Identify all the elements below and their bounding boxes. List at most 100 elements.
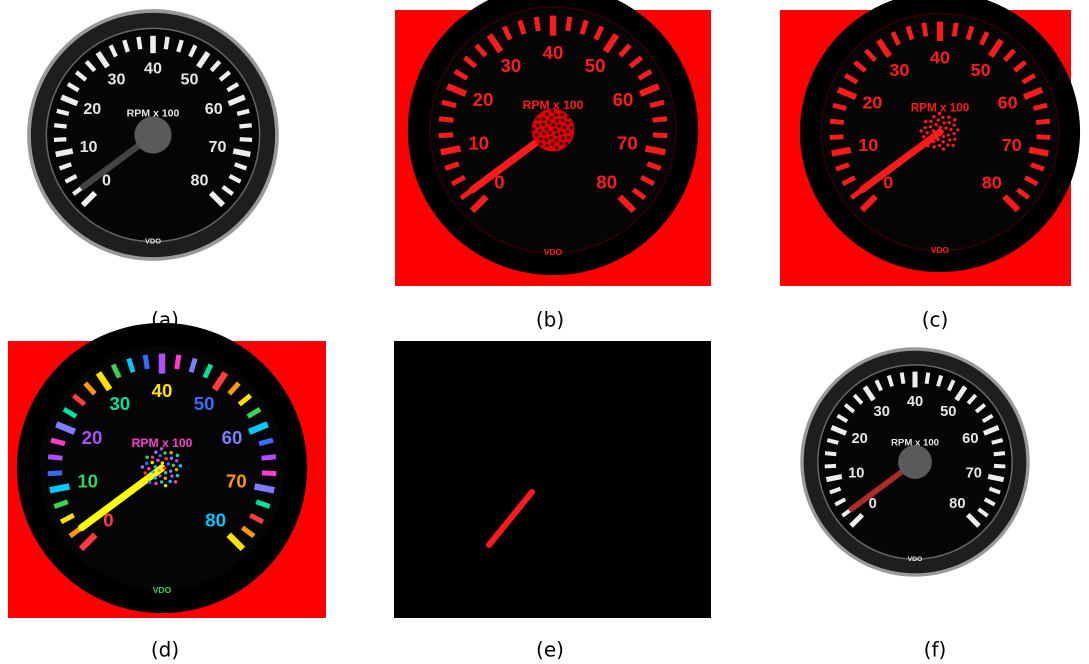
gauge-scale-label: 10	[858, 135, 878, 155]
gauge-tick	[1036, 137, 1050, 138]
hub-speck	[942, 147, 945, 150]
gauge-tick	[830, 137, 844, 138]
hub-speck	[927, 139, 930, 142]
hub-speck	[941, 130, 944, 133]
gauge-brand: VDO	[153, 585, 172, 595]
hub-speck	[561, 136, 564, 139]
gauge-scale-label: 70	[208, 138, 226, 156]
gauge-tick	[145, 355, 147, 369]
gauge-scale-label: 60	[205, 100, 223, 118]
hub-speck	[952, 132, 955, 135]
gauge-scale-label: 40	[152, 380, 173, 401]
gauge-tick	[825, 466, 836, 467]
gauge-scale-label: 60	[613, 89, 634, 110]
gauge-scale-label: 30	[874, 404, 890, 420]
gauge-brand: VDO	[908, 556, 923, 563]
hub-speck	[168, 480, 171, 483]
hub-speck	[148, 475, 151, 478]
hub-speck	[163, 466, 166, 469]
gauge-tick	[441, 148, 461, 152]
panel-e-bg	[394, 341, 711, 618]
hub-speck	[163, 451, 166, 454]
gauge-scale-label: 30	[108, 71, 126, 89]
hub-speck	[551, 109, 554, 112]
hub-speck	[926, 144, 929, 147]
gauge-tick	[830, 121, 844, 122]
gauge: 01020304050607080RPM x 100VDO	[29, 11, 277, 259]
hub-speck	[554, 113, 557, 116]
hub-speck	[924, 120, 927, 123]
panel-caption: (a)	[151, 308, 179, 332]
hub-speck	[156, 459, 159, 462]
panel-caption: (c)	[922, 308, 949, 332]
hub-speck	[175, 468, 178, 471]
hub-speck	[179, 464, 182, 467]
gauge: 01020304050607080RPM x 100VDO	[410, 0, 696, 273]
hub-speck	[953, 138, 956, 141]
gauge-scale-label: 50	[194, 393, 215, 414]
gauge-scale-label: 70	[966, 466, 982, 482]
hub-speck	[559, 142, 562, 145]
gauge-tick	[833, 105, 846, 108]
gauge-tick	[1036, 121, 1050, 122]
hub-speck	[151, 470, 154, 473]
hub-speck	[175, 459, 178, 462]
gauge-scale-label: 80	[191, 172, 209, 190]
hub-speck	[542, 123, 545, 126]
hub-speck	[535, 133, 538, 136]
gauge-scale-label: 70	[617, 133, 638, 154]
panel-caption: (d)	[151, 638, 179, 662]
gauge-tick	[54, 139, 66, 140]
gauge-tick	[262, 473, 276, 474]
hub-speck	[567, 116, 570, 119]
gauge-tick	[237, 111, 249, 114]
gauge-tick	[653, 119, 667, 120]
hub-speck	[566, 130, 569, 133]
hub-speck	[141, 465, 144, 468]
gauge-scale-label: 80	[596, 171, 617, 192]
hub-speck	[922, 135, 925, 138]
gauge-brand: VDO	[544, 247, 563, 257]
gauge-tick	[954, 23, 956, 37]
hub-speck	[160, 447, 163, 450]
hub-speck	[552, 123, 555, 126]
hub-speck	[948, 138, 951, 141]
gauge-scale-label: 20	[82, 427, 103, 448]
gauge-scale-label: 10	[80, 138, 98, 156]
hub-speck	[169, 451, 172, 454]
gauge-hub	[898, 445, 932, 479]
hub-speck	[169, 469, 172, 472]
hub-speck	[536, 118, 539, 121]
panel-caption: (b)	[536, 308, 564, 332]
hub-speck	[565, 142, 568, 145]
gauge-scale-label: 20	[862, 93, 882, 113]
gauge-hub	[134, 116, 171, 153]
hub-speck	[953, 118, 956, 121]
gauge-scale-label: 80	[982, 172, 1002, 192]
gauge-tick	[233, 151, 250, 154]
hub-speck	[148, 481, 151, 484]
hub-speck	[154, 465, 157, 468]
hub-speck	[550, 116, 553, 119]
gauge-tick	[177, 355, 179, 369]
gauge-scale-label: 20	[851, 431, 867, 447]
gauge-tick	[138, 37, 140, 49]
hub-speck	[947, 121, 950, 124]
hub-speck	[161, 461, 164, 464]
gauge-brand: VDO	[145, 237, 161, 246]
hub-speck	[170, 474, 173, 477]
gauge-tick	[832, 150, 851, 154]
hub-speck	[930, 134, 933, 137]
gauge-tick	[255, 486, 275, 490]
gauge-tick	[54, 125, 66, 126]
gauge-tick	[239, 125, 251, 126]
gauge-scale-label: 50	[940, 404, 956, 420]
panel-caption: (f)	[924, 638, 947, 662]
hub-speck	[560, 131, 563, 134]
hub-speck	[538, 129, 541, 132]
gauge: 01020304050607080RPM x 100VDO	[802, 349, 1028, 575]
gauge-tick	[1029, 150, 1048, 154]
gauge-scale-label: 50	[181, 71, 199, 89]
hub-speck	[145, 456, 148, 459]
hub-speck	[154, 451, 157, 454]
